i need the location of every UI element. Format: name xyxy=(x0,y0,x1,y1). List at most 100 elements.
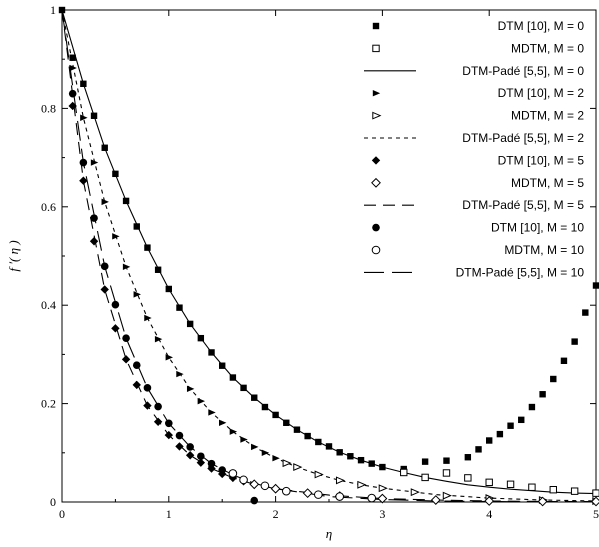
legend-label-0: DTM [10], M = 0 xyxy=(498,19,585,33)
series-0-point-45 xyxy=(582,309,589,316)
series-0-point-42 xyxy=(550,375,557,383)
series-1-point-8 xyxy=(570,487,579,495)
series-1-point-0 xyxy=(400,468,408,477)
series-7-point-2 xyxy=(302,488,313,499)
series-9-point-4 xyxy=(111,300,120,309)
series-3-point-11 xyxy=(186,385,195,393)
series-0-point-33 xyxy=(443,457,450,464)
legend-marker-4 xyxy=(372,111,382,120)
series-0-point-36 xyxy=(486,437,493,444)
series-3-point-4 xyxy=(112,233,120,240)
legend-label-7: MDTM, M = 5 xyxy=(511,176,584,190)
series-0-point-16 xyxy=(229,374,237,381)
series-6-point-6 xyxy=(132,380,141,390)
series-3-point-8 xyxy=(154,335,163,343)
series-10-point-6 xyxy=(367,493,377,503)
series-0-point-22 xyxy=(293,426,301,433)
series-3-point-5 xyxy=(122,263,131,271)
series-1-point-9 xyxy=(592,489,599,497)
series-0-point-28 xyxy=(357,456,365,464)
series-0-point-15 xyxy=(219,362,226,369)
series-6-point-10 xyxy=(175,442,184,451)
series-0-point-8 xyxy=(144,244,151,251)
series-10-point-0 xyxy=(228,469,238,478)
series-9-point-9 xyxy=(165,419,173,428)
series-3-point-17 xyxy=(251,443,259,451)
series-0-point-37 xyxy=(496,430,504,438)
series-10-point-3 xyxy=(281,486,291,496)
series-4-point-0 xyxy=(282,459,292,468)
x-tick-label-3: 3 xyxy=(379,507,385,521)
legend-label-3: DTM [10], M = 2 xyxy=(498,86,585,100)
series-0-point-1 xyxy=(69,54,76,61)
legend-marker-0 xyxy=(372,22,380,30)
y-tick-label-4: 0.8 xyxy=(41,101,56,115)
series-0-point-26 xyxy=(336,449,343,456)
series-0-point-34 xyxy=(464,454,472,461)
series-0-point-18 xyxy=(251,394,258,401)
series-6-point-11 xyxy=(185,451,195,460)
series-3-point-10 xyxy=(176,370,184,378)
series-6-point-8 xyxy=(153,417,163,427)
series-3-point-19 xyxy=(272,455,280,462)
x-tick-label-4: 4 xyxy=(486,507,492,521)
series-6-point-1 xyxy=(79,176,88,185)
y-tick-label-3: 0.6 xyxy=(41,200,56,214)
series-0-point-6 xyxy=(122,197,130,205)
y-tick-label-1: 0.2 xyxy=(41,397,56,411)
series-0-point-7 xyxy=(133,223,140,230)
series-9-point-11 xyxy=(186,443,194,451)
series-9-point-15 xyxy=(250,496,259,505)
series-4-point-4 xyxy=(357,480,367,489)
x-axis-label: η xyxy=(326,526,332,541)
series-9-point-8 xyxy=(154,402,162,411)
series-0-point-21 xyxy=(283,419,290,426)
series-3-point-0 xyxy=(69,64,77,72)
series-7-point-5 xyxy=(430,495,441,505)
series-markers xyxy=(58,6,599,507)
series-6-point-12 xyxy=(196,458,206,467)
legend-label-9: DTM [10], M = 10 xyxy=(491,221,584,235)
series-0-point-41 xyxy=(539,391,546,398)
y-axis-label: f ′( η ) xyxy=(6,240,21,271)
series-10-point-1 xyxy=(239,475,248,485)
legend-label-10: MDTM, M = 10 xyxy=(504,243,584,257)
series-0-point-19 xyxy=(261,403,269,411)
series-9-point-1 xyxy=(79,158,88,167)
series-9-point-3 xyxy=(100,262,109,271)
series-0-point-10 xyxy=(165,285,172,293)
series-7-point-0 xyxy=(249,479,260,490)
series-9-point-14 xyxy=(218,466,226,474)
series-0-point-43 xyxy=(560,357,568,364)
legend-label-8: DTM-Padé [5,5], M = 5 xyxy=(462,198,584,212)
series-10-point-5 xyxy=(335,492,344,501)
series-0-point-44 xyxy=(571,338,578,345)
series-0-point-39 xyxy=(518,416,525,424)
series-7-point-1 xyxy=(270,483,281,494)
series-0-point-11 xyxy=(176,304,183,311)
series-9-point-5 xyxy=(122,334,130,342)
series-3-point-1 xyxy=(80,114,88,121)
series-0-point-17 xyxy=(240,384,247,392)
series-0-point-20 xyxy=(272,411,279,419)
x-tick-label-0: 0 xyxy=(59,507,65,521)
series-9-point-6 xyxy=(132,361,141,370)
series-1-point-1 xyxy=(421,473,429,482)
series-3-point-3 xyxy=(101,198,109,206)
series-0-point-35 xyxy=(475,446,482,453)
legend-marker-10 xyxy=(371,245,381,255)
series-3-point-2 xyxy=(90,159,99,166)
series-3-point-14 xyxy=(219,419,227,426)
legend-label-2: DTM-Padé [5,5], M = 0 xyxy=(462,64,584,78)
series-4-point-5 xyxy=(378,484,388,493)
series-0-point-25 xyxy=(325,443,333,450)
series-3-point-16 xyxy=(240,436,248,443)
legend: DTM [10], M = 0 MDTM, M = 0 DTM-Padé [5,5]… xyxy=(364,19,584,279)
series-6-point-9 xyxy=(164,430,173,440)
series-0-point-27 xyxy=(347,453,354,460)
series-7-point-7 xyxy=(537,496,548,507)
x-tick-label-2: 2 xyxy=(273,507,279,521)
series-0-point-9 xyxy=(154,266,162,273)
axis-ticks: 0 1 2 3 4 5 0 0.2 0.4 0.6 0.8 1 xyxy=(41,3,599,521)
series-0-point-40 xyxy=(528,403,536,411)
